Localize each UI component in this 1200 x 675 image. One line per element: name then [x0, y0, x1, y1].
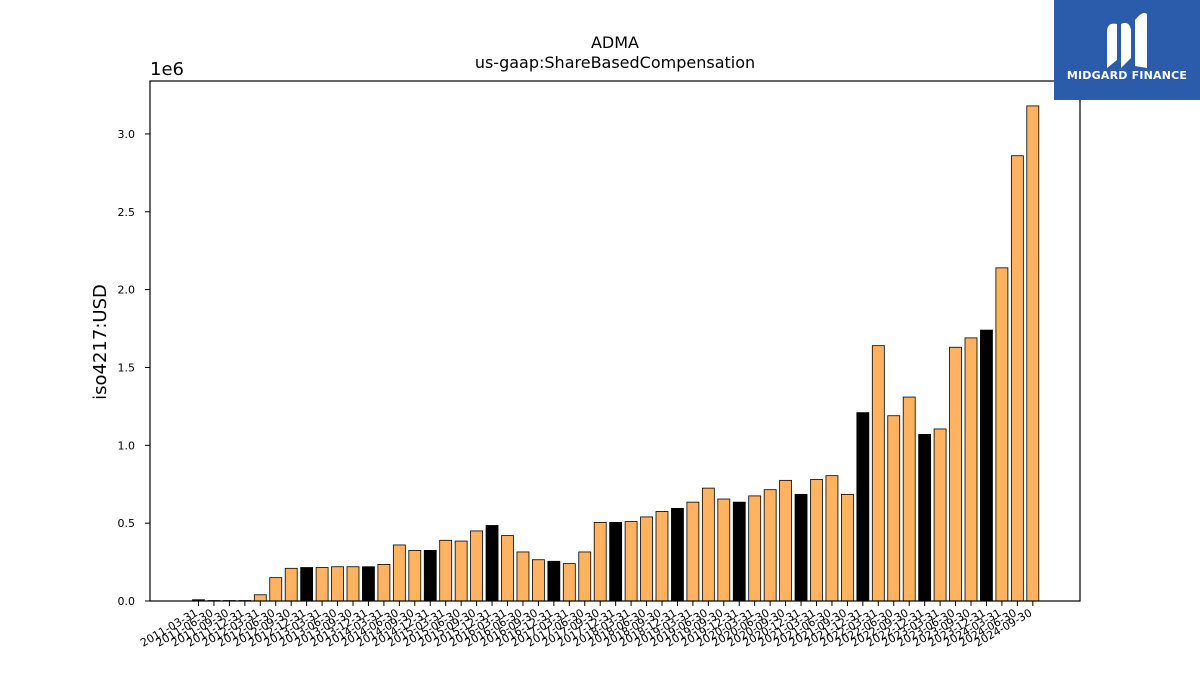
bar — [392, 544, 406, 602]
bar — [562, 563, 576, 602]
bar — [593, 521, 607, 602]
bar — [918, 434, 932, 602]
y-tick-label: 1.5 — [118, 361, 136, 374]
bar — [454, 540, 468, 602]
midgard-logo-icon — [1107, 12, 1147, 68]
bar — [825, 475, 839, 602]
plot-frame — [149, 80, 1081, 602]
bar — [763, 489, 777, 602]
bar — [516, 551, 530, 602]
chart-title: ADMA — [591, 33, 639, 52]
bar — [779, 479, 792, 602]
bar — [485, 525, 499, 602]
y-axis-label: iso4217:USD — [90, 284, 111, 400]
bar — [748, 495, 762, 602]
y-tick-label: 0.5 — [118, 517, 136, 530]
y-tick-label: 0.0 — [118, 595, 136, 608]
y-axis: 0.0 0.5 1.0 1.5 2.0 2.5 3.0 — [118, 128, 150, 608]
bar — [841, 493, 854, 602]
bar — [856, 412, 870, 602]
midgard-finance-logo: MIDGARD FINANCE — [1054, 0, 1200, 100]
bar — [794, 493, 808, 602]
bar — [253, 594, 267, 602]
bar — [315, 567, 329, 602]
bar — [547, 560, 561, 602]
bar — [624, 521, 638, 602]
bar — [362, 566, 375, 602]
bar — [439, 539, 453, 602]
bar — [300, 567, 314, 602]
bar — [578, 551, 592, 602]
bar — [655, 511, 669, 602]
bar — [423, 550, 437, 602]
bar — [269, 577, 283, 602]
bar — [717, 498, 731, 602]
bar — [377, 564, 391, 602]
y-tick-label: 3.0 — [118, 128, 136, 141]
bar — [686, 501, 700, 602]
y-tick-label: 1.0 — [118, 439, 136, 452]
bar — [887, 415, 901, 602]
logo-text: MIDGARD FINANCE — [1066, 69, 1188, 82]
bar — [640, 516, 653, 602]
bar — [701, 487, 715, 602]
bar — [470, 530, 484, 602]
y-tick-label: 2.5 — [118, 206, 136, 219]
bar — [933, 428, 947, 602]
bar — [964, 337, 978, 602]
bar — [871, 345, 885, 602]
bar — [408, 550, 422, 602]
bar — [346, 566, 360, 602]
bar — [609, 521, 623, 602]
bar — [1026, 105, 1040, 602]
bar — [501, 535, 514, 602]
bar — [995, 267, 1009, 602]
bar — [284, 567, 298, 602]
y-tick-label: 2.0 — [118, 284, 136, 297]
x-axis: 2011-03-312011-06-302011-09-302011-12-31… — [138, 601, 1034, 650]
bars — [192, 105, 1040, 602]
chart-subtitle: us-gaap:ShareBasedCompensation — [475, 53, 755, 72]
bar — [902, 396, 916, 602]
bar — [810, 479, 823, 602]
bar — [331, 566, 344, 602]
bar — [949, 346, 962, 602]
bar — [671, 507, 684, 602]
bar — [732, 501, 746, 602]
bar — [980, 329, 993, 602]
bar — [1010, 155, 1024, 602]
y-scale-label: 1e6 — [150, 59, 184, 80]
bar — [532, 559, 545, 602]
